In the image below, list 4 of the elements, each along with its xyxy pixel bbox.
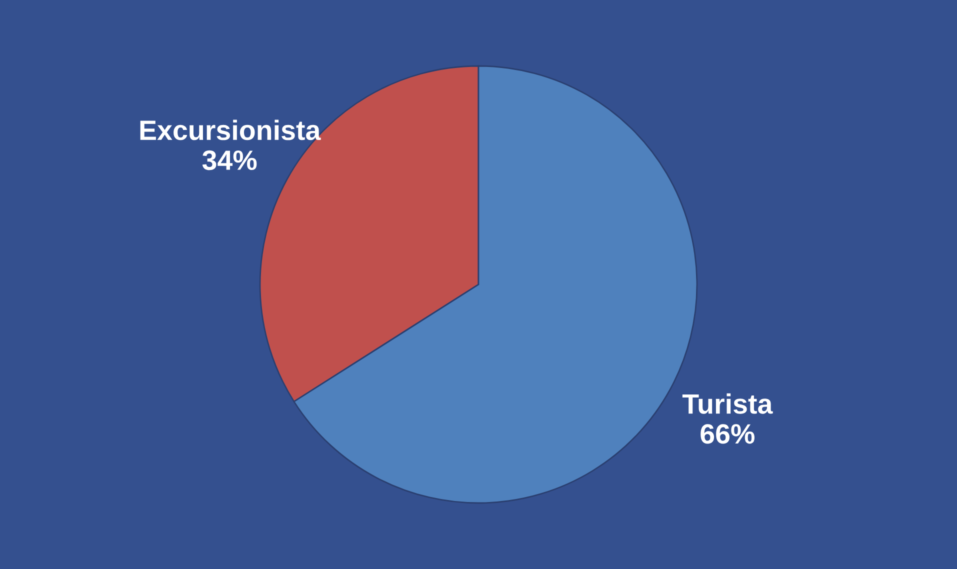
data-label: 66% xyxy=(700,424,754,444)
data-label: 34% xyxy=(202,150,257,170)
slice-label: Turista xyxy=(682,393,773,414)
slice-label: Excursionista xyxy=(140,120,321,140)
